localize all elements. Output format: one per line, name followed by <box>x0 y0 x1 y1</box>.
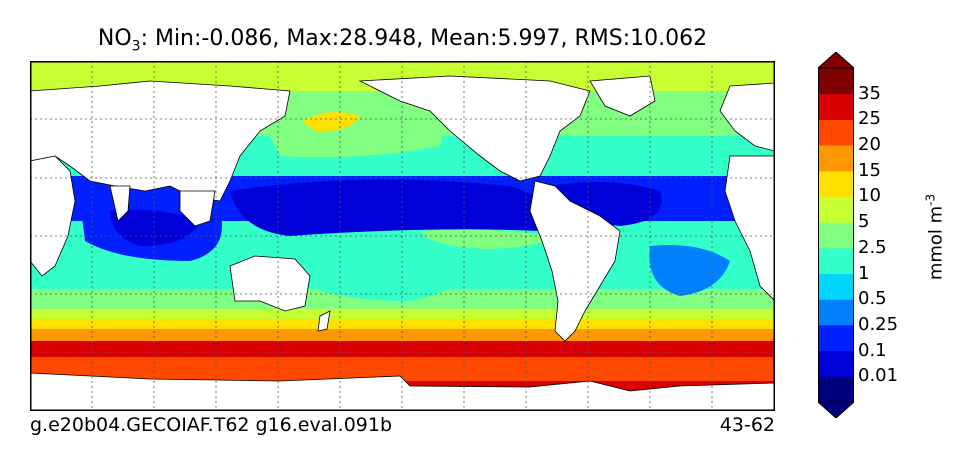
south-atlantic-gyre <box>649 245 730 296</box>
land-south-america <box>529 180 621 342</box>
colorbar-frame <box>818 67 854 403</box>
colorbar-swatch <box>818 273 854 300</box>
colorbar-extend-min <box>818 401 854 418</box>
colorbar-swatch <box>818 68 854 95</box>
land-australia <box>229 255 311 312</box>
land-greenland <box>589 75 656 117</box>
years-label: 43-62 <box>719 414 775 436</box>
title-stats: : Min:-0.086, Max:28.948, Mean:5.997, RM… <box>140 26 708 51</box>
colorbar-swatch <box>818 324 854 352</box>
land-north-america <box>358 75 591 182</box>
colorbar <box>818 52 854 418</box>
colorbar-swatch <box>818 247 854 275</box>
north-pacific-gyre <box>230 179 546 236</box>
units-label: mmol m-3 <box>924 194 947 280</box>
colorbar-swatch <box>818 299 854 326</box>
north-pacific-yellow <box>302 112 360 132</box>
run-id-label: g.e20b04.GECOIAF.T62 g16.eval.091b <box>30 414 393 436</box>
colorbar-swatch <box>818 145 854 172</box>
colorbar-tick-label: 35 <box>858 82 881 104</box>
colorbar-tick-label: 0.5 <box>858 288 887 310</box>
colorbar-tick-label: 0.25 <box>858 313 899 335</box>
colorbar-tick-label: 2.5 <box>858 236 887 258</box>
units-main: mmol m <box>925 205 947 281</box>
indian-ocean-core <box>110 209 200 246</box>
colorbar-swatch <box>818 222 854 249</box>
land-se-asia <box>179 190 216 227</box>
land-india <box>109 185 131 222</box>
colorbar-tick-label: 0.1 <box>858 339 887 361</box>
colorbar-swatch <box>818 350 854 377</box>
land-africa <box>30 155 76 277</box>
land-africa-east <box>724 155 775 302</box>
land-eurasia <box>30 80 291 202</box>
land-new-zealand <box>317 310 331 332</box>
title-species-subscript: 3 <box>131 38 141 55</box>
land-europe <box>719 82 775 152</box>
equatorial-pacific-upwelling <box>420 229 550 249</box>
title-species: NO <box>97 26 132 51</box>
map-frame <box>30 61 775 411</box>
colorbar-swatch <box>818 93 854 120</box>
colorbar-tick-label: 25 <box>858 108 881 130</box>
graticule <box>30 61 775 411</box>
colorbar-swatch <box>818 119 854 146</box>
colorbar-tick-label: 15 <box>858 159 881 181</box>
south-pacific-gyre <box>300 252 455 301</box>
colorbar-tick-label: 20 <box>858 134 881 156</box>
colorbar-extend-max <box>818 52 854 69</box>
colorbar-tick-label: 0.01 <box>858 365 899 387</box>
units-exponent: -3 <box>923 193 938 206</box>
north-atlantic-gyre <box>550 182 662 226</box>
colorbar-tick-label: 10 <box>858 185 881 207</box>
colorbar-swatch <box>818 170 854 197</box>
north-pacific-high <box>260 98 442 158</box>
colorbar-tick-label: 1 <box>858 262 870 284</box>
colorbar-swatch <box>818 376 854 403</box>
colorbar-tick-label: 5 <box>858 211 870 233</box>
band-southern-orange <box>30 329 775 343</box>
band-southern-orangered <box>30 357 775 381</box>
colorbar-swatch <box>818 196 854 223</box>
nitrate-map <box>30 61 775 411</box>
map-title: NO3: Min:-0.086, Max:28.948, Mean:5.997,… <box>30 26 775 54</box>
